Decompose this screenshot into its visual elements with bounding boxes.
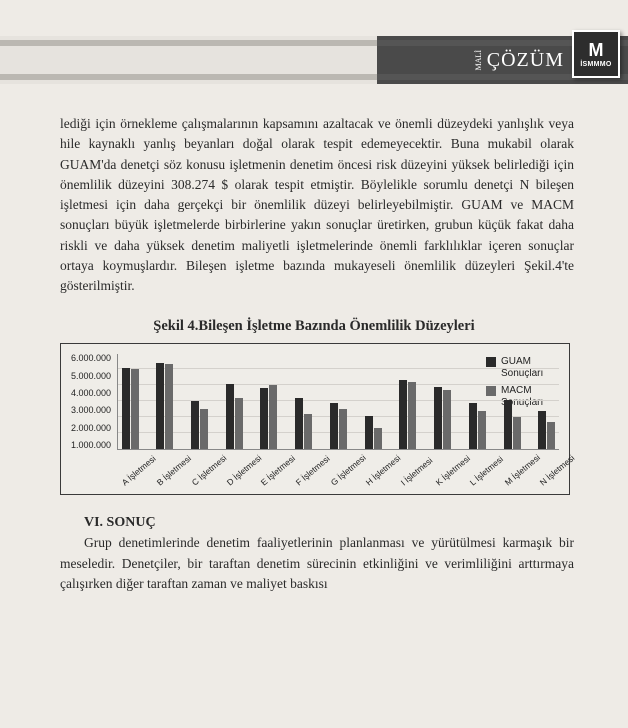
- plot-area: [117, 354, 559, 450]
- section-heading: VI. SONUÇ: [60, 515, 574, 531]
- bar-guam: [399, 380, 407, 449]
- bar-macm: [547, 422, 555, 449]
- logo-letter: M: [589, 40, 604, 61]
- y-tick: 1.000.000: [71, 441, 111, 450]
- bar-group: [190, 401, 210, 449]
- x-axis: A İşletmesiB İşletmesiC İşletmesiD İşlet…: [117, 450, 559, 488]
- bar-group: [259, 385, 279, 449]
- chart-inner: 6.000.000 5.000.000 4.000.000 3.000.000 2.00…: [71, 354, 559, 488]
- bar-guam: [122, 368, 130, 450]
- bar-group: [120, 368, 140, 450]
- bar-group: [502, 400, 522, 450]
- bar-macm: [408, 382, 416, 449]
- bar-group: [328, 403, 348, 449]
- bar-group: [467, 403, 487, 449]
- bar-macm: [131, 369, 139, 449]
- gridline: [118, 384, 559, 385]
- header-mali: MALİ: [474, 50, 483, 70]
- bar-group: [294, 398, 314, 449]
- body-paragraph: lediği için örnekleme çalışmalarının kap…: [0, 84, 628, 308]
- bar-macm: [165, 364, 173, 450]
- bar-macm: [513, 417, 521, 449]
- header-cozum: ÇÖZÜM: [487, 49, 564, 72]
- bar-macm: [235, 398, 243, 449]
- bar-group: [155, 363, 175, 449]
- bar-macm: [304, 414, 312, 449]
- bar-group: [363, 416, 383, 450]
- header-title: MALİ ÇÖZÜM: [474, 49, 564, 72]
- bar-guam: [434, 387, 442, 449]
- y-tick: 6.000.000: [71, 354, 111, 363]
- bar-guam: [295, 398, 303, 449]
- section-body: Grup denetimlerinde denetim faaliyetleri…: [60, 533, 574, 594]
- y-tick: 5.000.000: [71, 372, 111, 381]
- section-sonuc: VI. SONUÇ Grup denetimlerinde denetim fa…: [0, 495, 628, 594]
- header-stripe-bottom: [0, 74, 628, 80]
- bar-guam: [191, 401, 199, 449]
- y-tick: 3.000.000: [71, 406, 111, 415]
- logo-box: M İSMMMO: [572, 30, 620, 78]
- bar-group: [433, 387, 453, 449]
- bar-macm: [443, 390, 451, 449]
- header-bar: MALİ ÇÖZÜM M İSMMMO: [0, 36, 628, 84]
- bar-guam: [260, 388, 268, 449]
- y-axis: 6.000.000 5.000.000 4.000.000 3.000.000 2.00…: [71, 354, 111, 450]
- bar-guam: [469, 403, 477, 449]
- bar-macm: [478, 411, 486, 449]
- plot-wrap: A İşletmesiB İşletmesiC İşletmesiD İşlet…: [117, 354, 559, 488]
- bar-guam: [365, 416, 373, 450]
- gridline: [118, 368, 559, 369]
- header-stripe-top: [0, 40, 628, 46]
- bar-group: [537, 411, 557, 449]
- bar-macm: [339, 409, 347, 449]
- chart-title: Şekil 4.Bileşen İşletme Bazında Önemlili…: [0, 308, 628, 343]
- bar-guam: [156, 363, 164, 449]
- bar-macm: [374, 428, 382, 449]
- logo-sub: İSMMMO: [580, 61, 611, 68]
- bar-group: [398, 380, 418, 449]
- chart-box: GUAM Sonuçları MACM Sonuçları 6.000.0005…: [60, 343, 570, 495]
- bar-guam: [330, 403, 338, 449]
- bar-guam: [226, 384, 234, 450]
- bar-macm: [269, 385, 277, 449]
- bar-macm: [200, 409, 208, 449]
- bar-guam: [504, 400, 512, 450]
- y-tick: 4.000.000: [71, 389, 111, 398]
- bar-group: [224, 384, 244, 450]
- bar-guam: [538, 411, 546, 449]
- gridline: [118, 400, 559, 401]
- y-tick: 2.000.000: [71, 424, 111, 433]
